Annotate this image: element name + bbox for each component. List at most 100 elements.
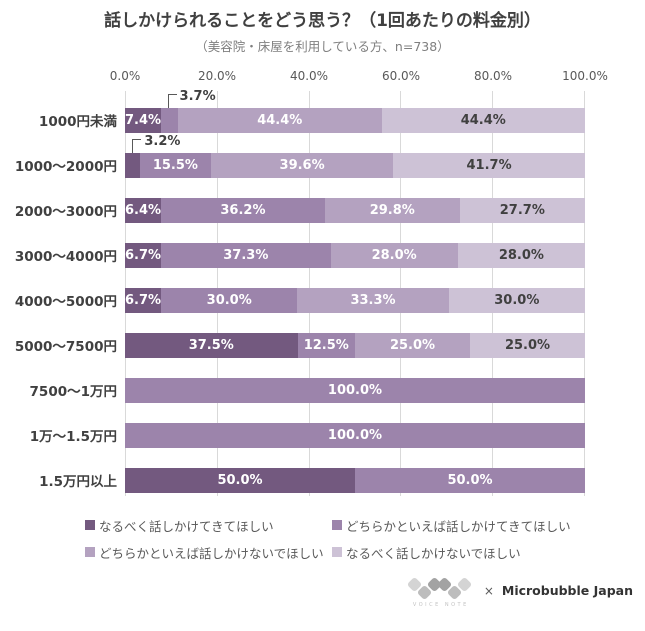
data-label-callout: 3.2%	[132, 134, 180, 153]
legend-label: なるべく話しかけてきてほしい	[99, 518, 274, 534]
category-label: 1000〜2000円	[14, 159, 117, 176]
category-label: 4000〜5000円	[14, 294, 117, 311]
data-label-callout: 3.7%	[167, 88, 216, 108]
data-label: 30.0%	[494, 292, 540, 308]
legend-item: なるべく話しかけてきてほしい	[85, 516, 332, 535]
bar-segment: 33.3%	[297, 287, 449, 313]
stacked-bar: 50.0% 50.0%	[125, 467, 585, 493]
data-label: 33.3%	[350, 292, 396, 308]
bar-segment: 28.0%	[457, 242, 585, 268]
callout-leader-line	[167, 93, 177, 108]
axis-tick: 80.0%	[473, 68, 513, 83]
data-label: 44.4%	[257, 112, 303, 128]
bar-segment: 6.7%	[125, 287, 162, 313]
bar-segment: 25.0%	[355, 332, 470, 358]
axis-tick: 60.0%	[381, 68, 421, 83]
bar-track: 6.7% 30.0% 33.3% 30.0%	[125, 271, 585, 316]
stacked-bar: 6.7% 30.0% 33.3% 30.0%	[125, 287, 585, 313]
stacked-bar: 100.0%	[125, 377, 585, 403]
axis-tick: 20.0%	[197, 68, 237, 83]
bar-segment: 37.3%	[161, 242, 331, 268]
data-label: 37.5%	[188, 337, 234, 353]
legend-marker	[85, 520, 95, 531]
data-label: 100.0%	[327, 427, 383, 443]
bar-segment: 36.2%	[161, 197, 325, 223]
data-label: 41.7%	[466, 157, 512, 173]
category-label: 1万〜1.5万円	[29, 429, 117, 446]
voice-note-logo: VOICE NOTE	[406, 576, 474, 608]
bar-segment: 27.7%	[459, 197, 585, 223]
brand-name: Microbubble Japan	[501, 583, 633, 599]
chart-row: 1.5万円以上 50.0% 50.0%	[0, 451, 585, 496]
bar-segment: 12.5%	[297, 332, 355, 358]
chart-subtitle: （美容院・床屋を利用している方、n=738）	[195, 38, 450, 54]
bar-segment: 100.0%	[125, 377, 585, 403]
bar-segment: 50.0%	[125, 467, 355, 493]
legend-label: どちらかといえば話しかけてきてほしい	[346, 518, 571, 534]
chart-row: 1万〜1.5万円 100.0%	[0, 406, 585, 451]
bar-segment: 30.0%	[161, 287, 298, 313]
data-label: 6.7%	[125, 247, 162, 263]
data-label: 7.4%	[125, 112, 162, 128]
data-label: 25.0%	[504, 337, 551, 353]
axis-tick: 0.0%	[109, 68, 141, 83]
legend-item: どちらかといえば話しかけないでほしい	[85, 543, 332, 562]
chart-row: 7500〜1万円 100.0%	[0, 361, 585, 406]
bar-segment: 29.8%	[324, 197, 460, 223]
bar-segment: 44.4%	[178, 107, 382, 133]
chart-row: 2000〜3000円 6.4% 36.2% 29.8% 27.7%	[0, 181, 585, 226]
bar-segment: 25.0%	[470, 332, 585, 358]
chart-title: 話しかけられることをどう思う？（1回あたりの料金別）	[104, 11, 541, 31]
axis-tick: 40.0%	[289, 68, 329, 83]
bar-track: 100.0%	[125, 406, 585, 451]
stacked-bar: 37.5% 12.5% 25.0% 25.0%	[125, 332, 585, 358]
category-label: 1000円未満	[38, 114, 117, 131]
bar-segment	[161, 107, 179, 133]
legend-item: どちらかといえば話しかけてきてほしい	[332, 516, 645, 535]
bar-segment: 15.5%	[139, 152, 212, 178]
bar-track: 100.0%	[125, 361, 585, 406]
bar-segment: 7.4%	[125, 107, 162, 133]
bar-segment: 100.0%	[125, 422, 585, 448]
plot-area: 0.0% 20.0% 40.0% 60.0% 80.0% 100.0% 1000円未満 7.…	[0, 69, 645, 496]
stacked-bar: 100.0%	[125, 422, 585, 448]
stacked-bar: 6.4% 36.2% 29.8% 27.7%	[125, 197, 585, 223]
bar-track: 15.5% 39.6% 41.7% 3.2%	[125, 134, 585, 181]
data-label: 28.0%	[498, 247, 544, 263]
legend: なるべく話しかけてきてほしい どちらかといえば話しかけてきてほしいどちらかといえば…	[85, 516, 645, 562]
legend-label: なるべく話しかけないでほしい	[346, 545, 521, 561]
bar-segment: 39.6%	[211, 152, 394, 178]
bar-track: 6.4% 36.2% 29.8% 27.7%	[125, 181, 585, 226]
footer: VOICE NOTE × Microbubble Japan	[0, 576, 645, 608]
bar-segment: 37.5%	[125, 332, 298, 358]
category-label: 1.5万円以上	[39, 474, 117, 491]
chart-row: 5000〜7500円 37.5% 12.5% 25.0% 25.0%	[0, 316, 585, 361]
logo-caption: VOICE NOTE	[412, 601, 469, 608]
data-label: 50.0%	[447, 472, 493, 488]
callout-leader-line	[132, 138, 142, 153]
legend-marker	[332, 547, 342, 558]
legend-item: なるべく話しかけないでほしい	[332, 543, 645, 562]
bar-track: 50.0% 50.0%	[125, 451, 585, 496]
legend-marker	[85, 547, 95, 558]
collab-x-separator: ×	[483, 583, 494, 598]
data-label: 3.7%	[179, 88, 216, 104]
legend-label: どちらかといえば話しかけないでほしい	[99, 545, 324, 561]
bar-segment: 44.4%	[381, 107, 585, 133]
data-label: 50.0%	[217, 472, 263, 488]
data-label: 37.3%	[223, 247, 269, 263]
bar-segment: 6.4%	[125, 197, 162, 223]
data-label: 6.7%	[125, 292, 162, 308]
bar-segment: 50.0%	[355, 467, 585, 493]
stacked-bar: 7.4% 44.4% 44.4%	[125, 107, 585, 133]
bar-track: 7.4% 44.4% 44.4% 3.7%	[125, 88, 585, 136]
bar-segment: 28.0%	[330, 242, 458, 268]
axis-tick: 100.0%	[562, 68, 608, 83]
chart-rows: 1000円未満 7.4% 44.4% 44.4% 3.7% 1000〜2000円 15.5%…	[0, 88, 585, 496]
data-label: 27.7%	[499, 202, 545, 218]
bar-segment: 30.0%	[448, 287, 585, 313]
voice-note-logo-icon	[406, 576, 474, 601]
axis-ticks: 0.0% 20.0% 40.0% 60.0% 80.0% 100.0%	[110, 68, 608, 91]
data-label: 30.0%	[206, 292, 252, 308]
